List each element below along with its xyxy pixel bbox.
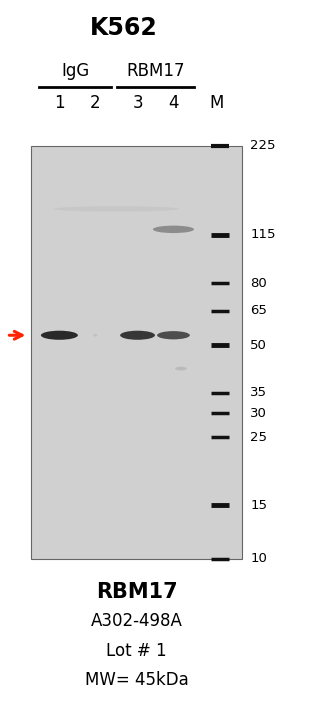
Text: 115: 115 <box>250 229 276 241</box>
Text: 15: 15 <box>250 498 267 512</box>
Text: 80: 80 <box>250 277 267 290</box>
Text: Lot # 1: Lot # 1 <box>106 642 167 659</box>
FancyBboxPatch shape <box>31 146 242 559</box>
Text: 30: 30 <box>250 407 267 419</box>
Text: MW= 45kDa: MW= 45kDa <box>84 671 188 689</box>
Ellipse shape <box>41 330 78 340</box>
Text: RBM17: RBM17 <box>126 62 185 80</box>
Text: RBM17: RBM17 <box>96 582 177 602</box>
Ellipse shape <box>54 206 179 211</box>
Ellipse shape <box>153 226 194 233</box>
Ellipse shape <box>93 334 98 337</box>
Text: 3: 3 <box>132 94 143 112</box>
Text: 25: 25 <box>250 431 267 444</box>
Text: 2: 2 <box>90 94 101 112</box>
Text: 35: 35 <box>250 387 267 399</box>
Ellipse shape <box>157 331 190 340</box>
Text: 1: 1 <box>54 94 65 112</box>
Ellipse shape <box>120 330 155 340</box>
Text: K562: K562 <box>90 16 157 41</box>
Text: 225: 225 <box>250 140 276 152</box>
Text: M: M <box>210 94 224 112</box>
Text: 4: 4 <box>168 94 179 112</box>
Text: A302-498A: A302-498A <box>91 612 182 629</box>
Text: 50: 50 <box>250 339 267 352</box>
Ellipse shape <box>175 367 187 370</box>
Text: 10: 10 <box>250 553 267 565</box>
Text: IgG: IgG <box>61 62 89 80</box>
Text: 65: 65 <box>250 304 267 317</box>
